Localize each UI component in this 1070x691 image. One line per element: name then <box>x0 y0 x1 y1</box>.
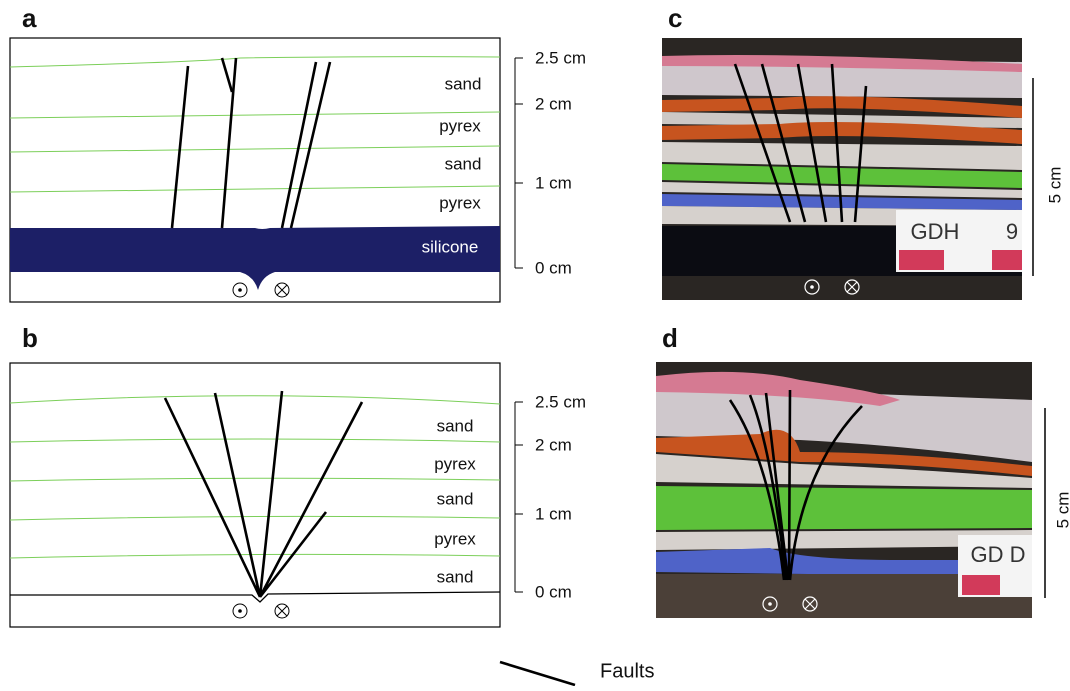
panel-label: a <box>22 3 37 33</box>
layer-label: silicone <box>422 237 479 256</box>
scale-label: 0 cm <box>535 582 572 601</box>
panel-a: sand pyrex sand pyrex silicone 2.5 cm 2 … <box>9 37 586 303</box>
scale-bar-label: 5 cm <box>1045 167 1064 204</box>
fault <box>280 61 318 229</box>
faults <box>733 63 868 223</box>
sample-label: GD D <box>971 542 1026 567</box>
layer-label: sand <box>437 416 474 435</box>
scale-label: 2 cm <box>535 94 572 113</box>
scale-label: 2.5 cm <box>535 392 586 411</box>
panel-label: c <box>668 3 682 33</box>
layer-line <box>9 477 501 482</box>
scale-label: 2.5 cm <box>535 48 586 67</box>
layer-label: pyrex <box>439 116 481 135</box>
layer-line <box>9 553 501 559</box>
panel-label: b <box>22 323 38 353</box>
fault <box>220 57 238 229</box>
scale-label: 2 cm <box>535 435 572 454</box>
fault <box>289 61 332 229</box>
panel-c-photo: GDH 9 5 cm <box>662 38 1064 300</box>
layer-line <box>9 515 501 521</box>
layer-label: pyrex <box>439 193 481 212</box>
faults <box>728 389 863 581</box>
sample-label: 9 <box>1006 219 1018 244</box>
fault <box>170 65 190 229</box>
layer-line <box>9 56 501 68</box>
layer-label: sand <box>437 567 474 586</box>
motion-symbols <box>804 279 860 295</box>
legend: Faults <box>499 660 654 687</box>
base-line <box>10 591 501 603</box>
layer-line <box>9 438 501 443</box>
scale-ticks <box>515 401 523 593</box>
motion-symbols <box>232 603 290 619</box>
scale-ticks <box>515 57 523 269</box>
panel-b: sand pyrex sand pyrex sand 2.5 cm 2 cm 1… <box>9 362 586 628</box>
scale-label: 1 cm <box>535 173 572 192</box>
sample-label: GDH <box>911 219 960 244</box>
scale-bar-label: 5 cm <box>1053 492 1070 529</box>
panel-d-photo: GD D 5 cm <box>656 362 1070 618</box>
scale-label: 0 cm <box>535 258 572 277</box>
silicone-layer <box>10 226 500 290</box>
layer-label: sand <box>445 74 482 93</box>
fault <box>220 57 234 93</box>
panel-label: d <box>662 323 678 353</box>
motion-symbols <box>232 282 290 298</box>
motion-symbols <box>762 596 818 612</box>
frame <box>9 362 501 628</box>
layer-label: sand <box>437 489 474 508</box>
layer-label: pyrex <box>434 529 476 548</box>
legend-label: Faults <box>600 660 654 682</box>
layer-line <box>9 395 501 405</box>
layer-label: sand <box>445 154 482 173</box>
scale-label: 1 cm <box>535 504 572 523</box>
layer-label: pyrex <box>434 454 476 473</box>
faults <box>163 390 364 598</box>
legend-symbol <box>499 660 576 687</box>
